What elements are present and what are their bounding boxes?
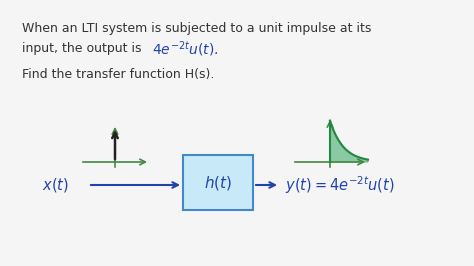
Text: $4e^{-2t}u(t)$.: $4e^{-2t}u(t)$. <box>152 39 219 59</box>
Polygon shape <box>330 120 368 162</box>
Text: When an LTI system is subjected to a unit impulse at its: When an LTI system is subjected to a uni… <box>22 22 371 35</box>
Text: Find the transfer function H(s).: Find the transfer function H(s). <box>22 68 214 81</box>
Text: $h(t)$: $h(t)$ <box>204 173 232 192</box>
Bar <box>183 155 253 210</box>
Text: $x(t)$: $x(t)$ <box>42 176 68 194</box>
Text: input, the output is: input, the output is <box>22 42 146 55</box>
Text: $y(t) = 4e^{-2t}u(t)$: $y(t) = 4e^{-2t}u(t)$ <box>285 174 395 196</box>
